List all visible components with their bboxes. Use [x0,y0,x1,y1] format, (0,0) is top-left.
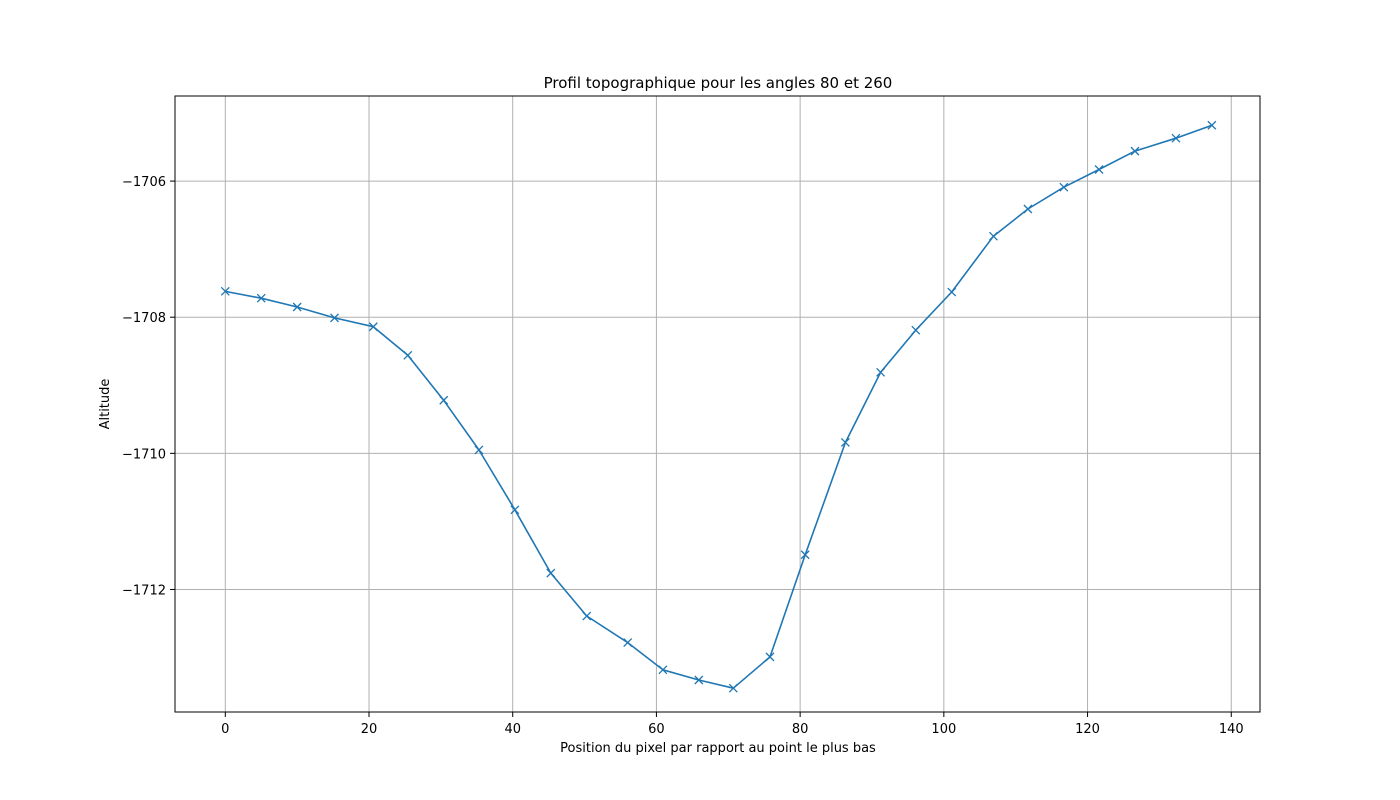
data-point-marker [292,302,302,312]
plot-frame [174,95,1261,713]
series-line [225,124,1213,690]
x-tick-label: 0 [221,722,229,737]
y-tick-label: −1712 [122,583,166,598]
data-point-marker [911,325,921,335]
data-point-marker [1094,165,1104,174]
data-point-marker [510,505,520,515]
data-point-marker [1059,182,1069,192]
y-tick-label: −1708 [122,311,166,326]
data-point-marker [220,286,230,296]
data-point-marker [474,445,484,455]
y-axis-label: Altitude [98,379,113,430]
x-tick-label: 20 [361,722,378,737]
data-point-marker [658,665,668,675]
x-tick-label: 140 [1219,722,1244,737]
chart-title: Profil topographique pour les angles 80 … [544,74,893,92]
data-point-marker [623,638,633,648]
data-point-marker [800,550,810,560]
data-point-marker [840,437,850,447]
x-axis-label: Position du pixel par rapport au point l… [560,741,876,756]
data-point-marker [439,395,449,405]
x-tick-label: 100 [931,722,956,737]
data-point-marker [1023,204,1033,214]
x-tick-label: 40 [504,722,521,737]
data-point-marker [765,652,775,662]
data-point-marker [728,683,738,693]
x-tick-label: 80 [792,722,809,737]
data-point-marker [582,611,592,621]
data-series [220,120,1217,693]
data-point-marker [988,231,998,241]
y-tick-label: −1706 [122,175,166,190]
data-point-marker [546,568,556,578]
data-point-marker [403,350,413,360]
data-point-marker [368,322,378,332]
data-point-marker [876,367,886,377]
axis-ticks: 0 20 40 60 80 100 120 140 −1712 −1710 −1708 −1706 [122,175,1244,737]
data-point-marker [330,313,339,323]
x-tick-label: 60 [648,722,665,737]
data-point-marker [1130,146,1140,156]
data-point-marker [256,293,266,303]
data-point-marker [1207,120,1217,130]
data-point-marker [947,287,957,297]
data-point-marker [1171,133,1181,143]
data-point-marker [694,675,704,685]
y-tick-label: −1710 [122,447,166,462]
grid-lines [175,96,1260,712]
x-tick-label: 120 [1075,722,1100,737]
